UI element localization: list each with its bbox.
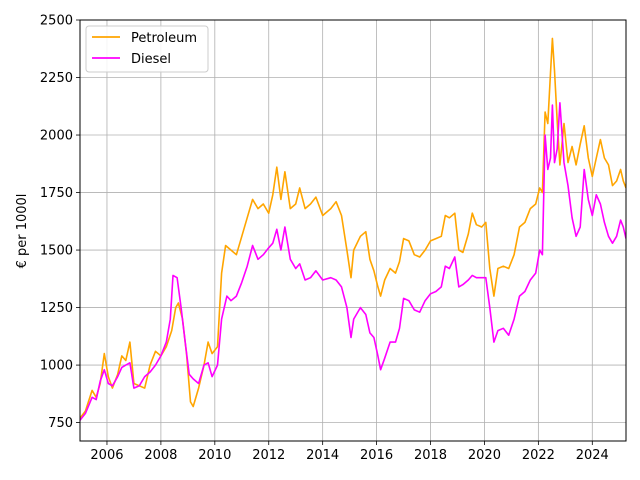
series-line-petroleum	[80, 37, 626, 419]
legend: Petroleum Diesel	[85, 25, 209, 73]
series-line-diesel	[80, 102, 626, 421]
x-tick-label: 2010	[198, 448, 231, 463]
y-tick-label: 2000	[40, 129, 73, 144]
y-tick-label: 1250	[40, 301, 73, 316]
legend-label-petroleum: Petroleum	[131, 31, 197, 46]
y-tick-label: 1750	[40, 186, 73, 201]
y-tick-label: 2500	[40, 14, 73, 29]
x-tick-label: 2012	[252, 448, 285, 463]
y-tick-label: 1000	[40, 359, 73, 374]
y-tick-label: 1500	[40, 244, 73, 259]
x-tick-label: 2006	[90, 448, 123, 463]
x-tick-label: 2020	[468, 448, 501, 463]
plot-series	[80, 37, 626, 421]
x-gridlines	[106, 20, 593, 441]
y-axis-label: € per 1000l	[15, 194, 30, 269]
x-tick-label: 2024	[576, 448, 609, 463]
y-tick-label: 2250	[40, 71, 73, 86]
y-tick-label: 750	[48, 416, 73, 431]
plot-frame	[79, 19, 627, 442]
x-tick-label: 2014	[306, 448, 339, 463]
x-tick-label: 2016	[360, 448, 393, 463]
x-tick-label: 2008	[144, 448, 177, 463]
legend-label-diesel: Diesel	[131, 52, 171, 67]
x-tick-label: 2022	[522, 448, 555, 463]
y-axis-ticks: 750 1000 1250 1500 1750 2000 2250 2500	[40, 14, 80, 431]
x-axis-ticks: 2006 2008 2010 2012 2014 2016 2018 2020 2022 2024	[90, 441, 609, 463]
x-tick-label: 2018	[414, 448, 447, 463]
